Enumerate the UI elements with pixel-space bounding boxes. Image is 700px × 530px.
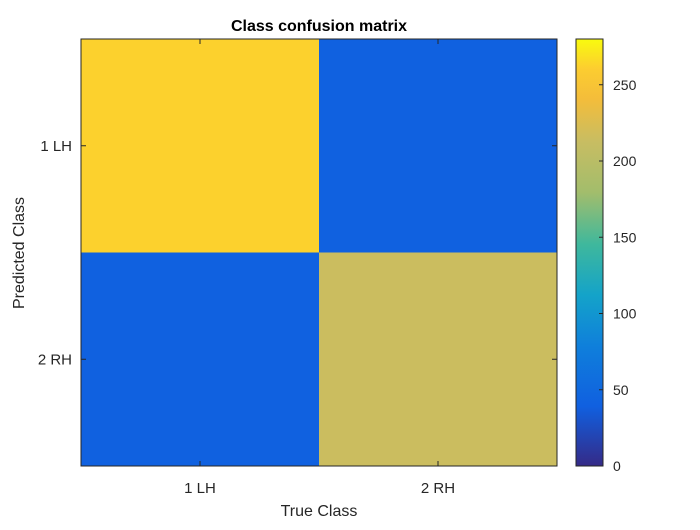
colorbar-frame: [575, 38, 604, 467]
y-tick-label-1: 1 LH: [40, 138, 72, 155]
heatmap-cell-r2-c2: [319, 252, 557, 466]
colorbar: [576, 39, 603, 466]
colorbar-tick-label-100: 100: [613, 306, 637, 322]
colorbar-tick-label-250: 250: [613, 77, 637, 93]
colorbar-tick-label-50: 50: [613, 382, 629, 398]
chart-title: Class confusion matrix: [231, 18, 407, 35]
heatmap-cells: [81, 39, 557, 466]
colorbar-ticks: 0 50 100 150 200 250: [599, 77, 637, 474]
x-tick-label-1: 1 LH: [184, 480, 216, 497]
heatmap-cell-r2-c1: [81, 252, 319, 466]
y-axis-label: Predicted Class: [11, 197, 28, 309]
heatmap-cell-r1-c1: [81, 39, 319, 253]
axis-ticks: 1 LH 2 RH 1 LH 2 RH: [38, 39, 557, 497]
colorbar-tick-label-150: 150: [613, 229, 637, 245]
heatmap-cell-r1-c2: [319, 39, 557, 253]
plot-frame: [80, 38, 558, 467]
colorbar-tick-label-200: 200: [613, 153, 637, 169]
y-tick-label-2: 2 RH: [38, 351, 72, 368]
x-axis-label: True Class: [281, 503, 358, 520]
x-tick-label-2: 2 RH: [421, 480, 455, 497]
colorbar-tick-label-0: 0: [613, 458, 621, 474]
